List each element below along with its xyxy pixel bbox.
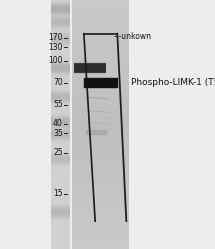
Text: 70: 70	[53, 78, 63, 87]
Text: 25: 25	[53, 148, 63, 157]
Text: Phospho-LIMK-1 (T508): Phospho-LIMK-1 (T508)	[131, 78, 215, 87]
Text: ---unkown: ---unkown	[114, 32, 152, 41]
Text: 100: 100	[48, 56, 63, 65]
Text: 15: 15	[53, 189, 63, 198]
Bar	[84, 78, 117, 87]
Text: 170: 170	[48, 33, 63, 42]
Text: 55: 55	[53, 100, 63, 109]
Bar	[86, 129, 106, 134]
Text: 130: 130	[48, 43, 63, 52]
Text: 40: 40	[53, 119, 63, 128]
Text: 35: 35	[53, 129, 63, 138]
